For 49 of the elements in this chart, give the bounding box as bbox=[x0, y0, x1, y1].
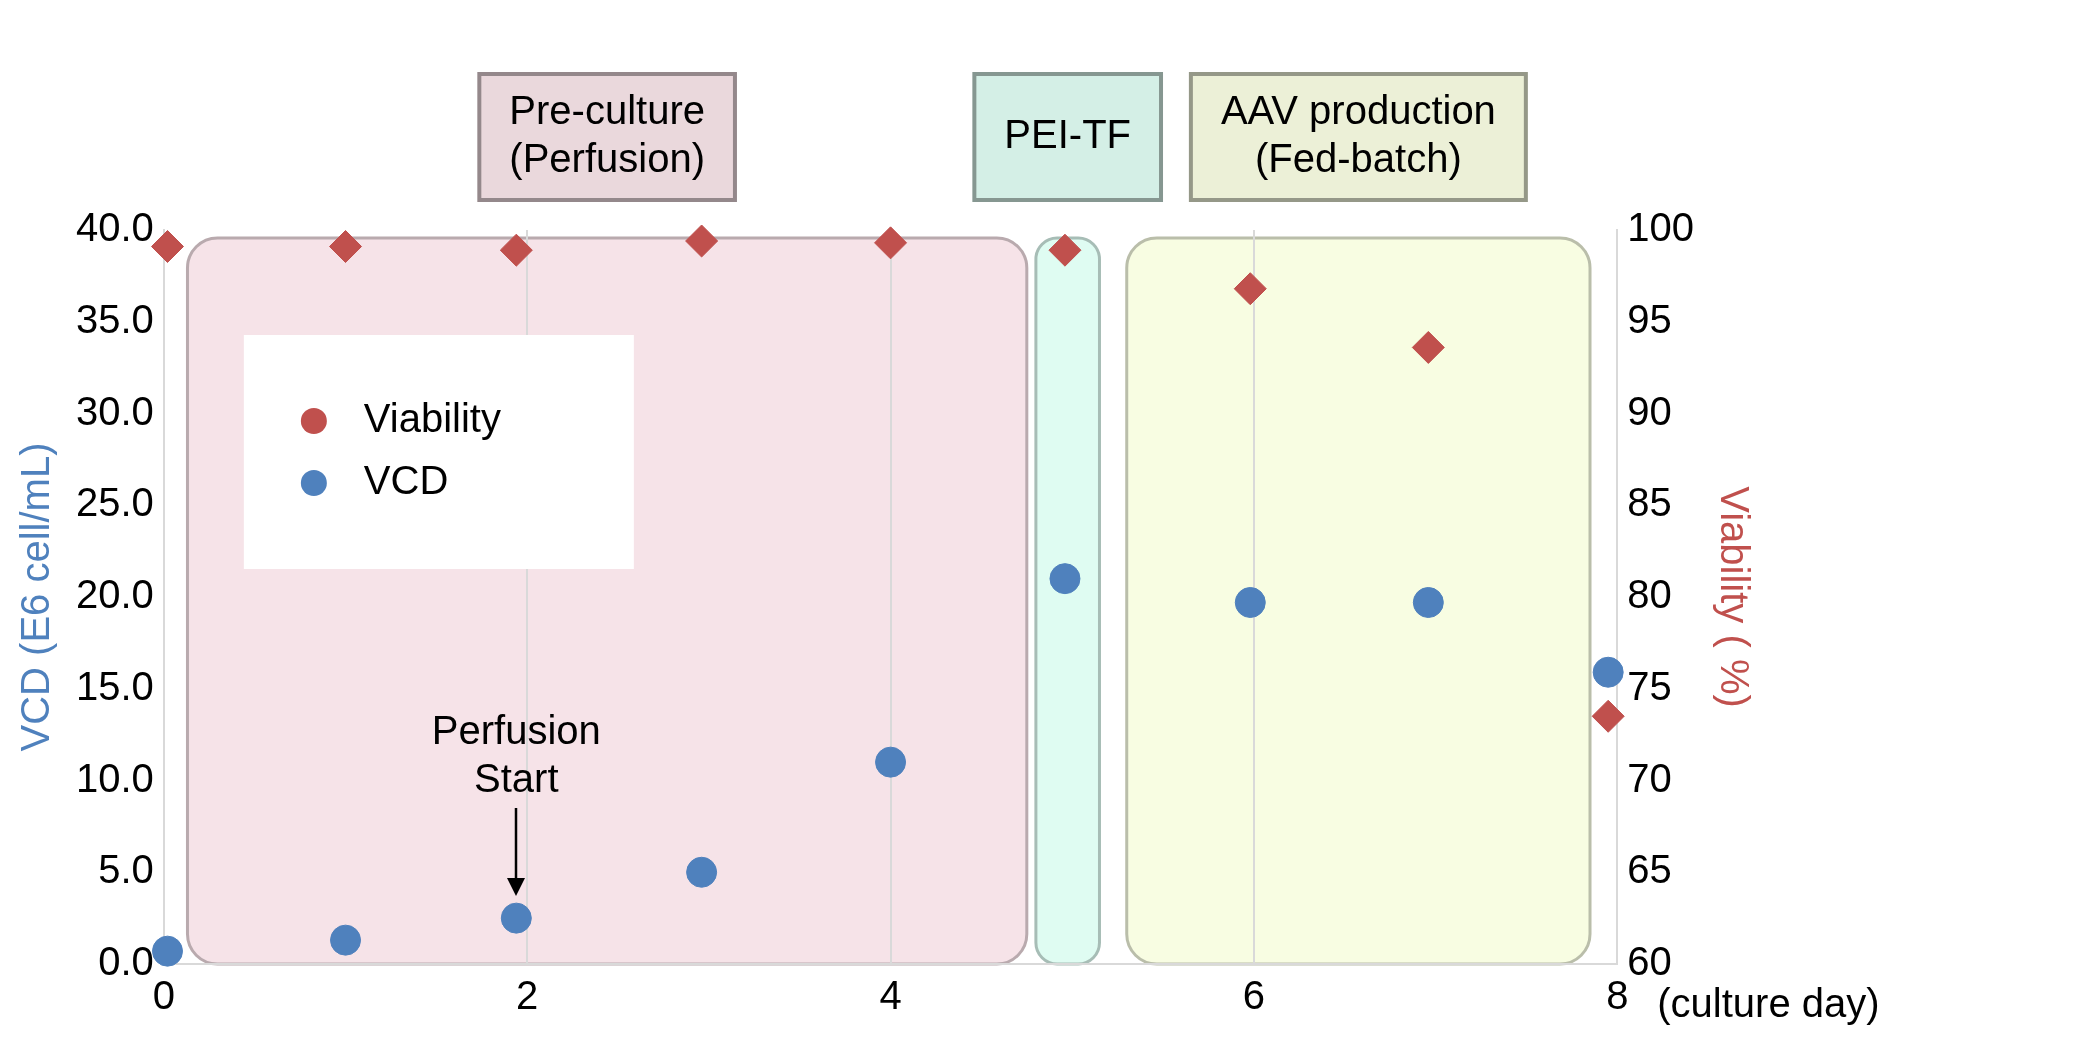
y-tick-label: 40.0 bbox=[75, 205, 154, 250]
x-tick-label: 8 bbox=[1606, 973, 1629, 1018]
y2-tick-label: 75 bbox=[1627, 663, 1672, 708]
point bbox=[500, 902, 532, 934]
y-tick-label: 25.0 bbox=[75, 480, 154, 525]
point bbox=[1233, 272, 1267, 306]
point bbox=[1411, 330, 1445, 364]
x-tick-label: 0 bbox=[152, 973, 175, 1018]
band-label: PEI-TF bbox=[1004, 112, 1132, 157]
point bbox=[329, 230, 363, 264]
point bbox=[499, 233, 533, 267]
y2-tick-label: 85 bbox=[1627, 480, 1672, 525]
y2-tick-label: 80 bbox=[1627, 572, 1672, 617]
y-tick-label: 0.0 bbox=[98, 939, 154, 984]
y2-tick-label: 65 bbox=[1627, 847, 1672, 892]
band-label: Pre-culture (Perfusion) bbox=[509, 88, 705, 181]
y2-tick-label: 95 bbox=[1627, 296, 1672, 341]
point bbox=[686, 856, 718, 888]
y2-tick-label: 60 bbox=[1627, 939, 1672, 984]
point bbox=[330, 924, 362, 956]
x-tick-label: 6 bbox=[1242, 973, 1266, 1018]
x-axis-title: (culture day) bbox=[1657, 981, 1880, 1026]
point bbox=[1049, 563, 1081, 595]
y-tick-label: 20.0 bbox=[75, 572, 154, 617]
legend-label: VCD bbox=[363, 458, 449, 503]
point bbox=[875, 746, 907, 778]
y-tick-label: 5.0 bbox=[98, 847, 154, 892]
annotation: Perfusion Start bbox=[431, 708, 601, 801]
point bbox=[1592, 656, 1624, 688]
y-tick-label: 15.0 bbox=[75, 663, 154, 708]
x-tick-label: 4 bbox=[879, 973, 902, 1018]
y-tick-label: 35.0 bbox=[75, 296, 154, 341]
y2-axis-title: Viability ( %) bbox=[1712, 486, 1757, 708]
point bbox=[1591, 699, 1625, 733]
band-label: AAV production (Fed-batch) bbox=[1220, 88, 1496, 181]
point bbox=[1234, 587, 1266, 619]
point bbox=[874, 226, 908, 260]
y2-tick-label: 70 bbox=[1627, 755, 1672, 800]
y2-tick-label: 90 bbox=[1627, 388, 1672, 433]
point bbox=[1412, 587, 1444, 619]
y2-tick-label: 100 bbox=[1627, 205, 1695, 250]
point bbox=[685, 224, 719, 258]
y-tick-label: 10.0 bbox=[75, 755, 154, 800]
legend-label: Viability bbox=[363, 396, 501, 441]
x-tick-label: 2 bbox=[516, 973, 539, 1018]
y-tick-label: 30.0 bbox=[75, 388, 154, 433]
y-axis-title: VCD (E6 cell/mL) bbox=[13, 442, 58, 752]
point bbox=[151, 935, 183, 967]
point bbox=[1048, 233, 1082, 267]
